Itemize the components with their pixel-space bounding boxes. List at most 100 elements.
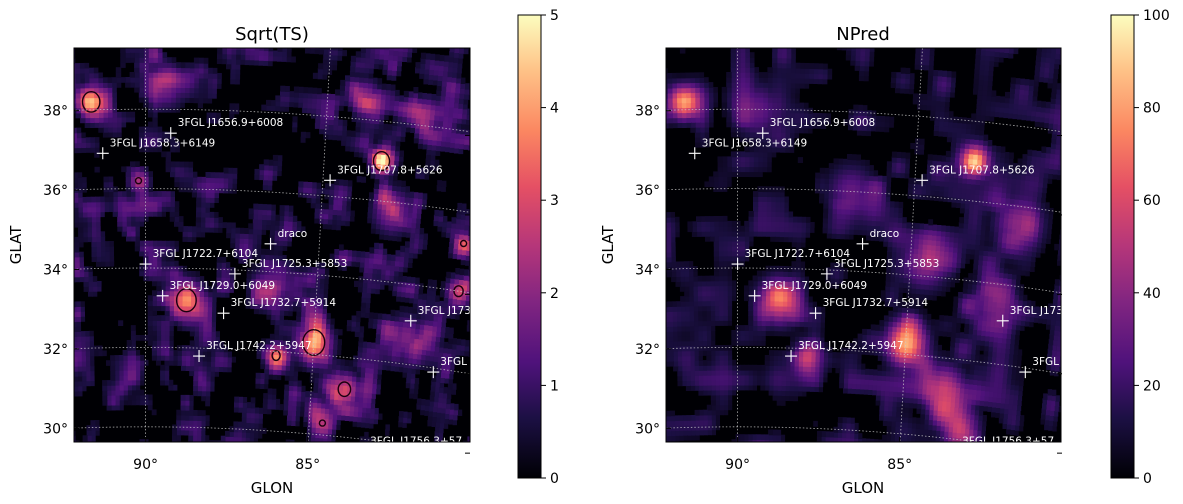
heatmap-pixel xyxy=(488,132,493,138)
heatmap-pixel xyxy=(80,331,86,337)
heatmap-pixel xyxy=(423,128,429,135)
heatmap-pixel xyxy=(151,325,157,331)
heatmap-pixel xyxy=(386,254,392,261)
heatmap-pixel xyxy=(444,100,450,107)
heatmap-pixel xyxy=(287,320,293,327)
heatmap-pixel xyxy=(93,87,99,94)
heatmap-pixel xyxy=(420,308,426,315)
heatmap-pixel xyxy=(322,68,328,75)
heatmap-pixel xyxy=(317,322,322,329)
heatmap-pixel xyxy=(310,286,316,293)
heatmap-pixel xyxy=(306,107,312,114)
heatmap-pixel xyxy=(423,329,428,336)
heatmap-pixel xyxy=(318,302,323,309)
heatmap-pixel xyxy=(363,447,368,453)
heatmap-pixel xyxy=(438,115,444,122)
heatmap-pixel xyxy=(111,97,117,103)
heatmap-pixel xyxy=(375,48,381,50)
heatmap-pixel xyxy=(401,225,407,233)
heatmap-pixel xyxy=(181,365,186,371)
heatmap-pixel xyxy=(108,181,114,188)
heatmap-pixel xyxy=(227,172,233,179)
heatmap-pixel xyxy=(138,86,145,93)
heatmap-pixel xyxy=(238,401,243,408)
heatmap-pixel xyxy=(320,337,326,344)
heatmap-pixel xyxy=(224,435,230,442)
heatmap-pixel xyxy=(212,440,218,442)
heatmap-pixel xyxy=(277,364,282,371)
heatmap-pixel xyxy=(310,281,316,288)
heatmap-pixel xyxy=(417,247,423,255)
heatmap-pixel xyxy=(436,366,442,373)
heatmap-pixel xyxy=(281,359,287,366)
heatmap-pixel xyxy=(61,83,66,89)
heatmap-pixel xyxy=(327,363,332,370)
heatmap-pixel xyxy=(81,380,87,387)
heatmap-pixel xyxy=(334,383,339,390)
heatmap-pixel xyxy=(376,273,381,280)
heatmap-pixel xyxy=(270,214,276,221)
heatmap-pixel xyxy=(120,52,126,58)
heatmap-pixel xyxy=(283,225,289,232)
heatmap-pixel xyxy=(323,53,329,60)
heatmap-pixel xyxy=(156,126,163,133)
heatmap-pixel xyxy=(120,48,126,53)
heatmap-pixel xyxy=(77,221,84,228)
heatmap-pixel xyxy=(243,242,249,249)
heatmap-pixel xyxy=(437,356,443,363)
heatmap-pixel xyxy=(216,281,222,288)
heatmap-pixel xyxy=(310,202,316,209)
heatmap-pixel xyxy=(468,265,470,272)
heatmap-pixel xyxy=(152,101,158,108)
heatmap-pixel xyxy=(122,359,128,366)
heatmap-pixel xyxy=(161,136,167,143)
heatmap-pixel xyxy=(451,217,457,224)
heatmap-pixel xyxy=(314,441,319,442)
heatmap-pixel xyxy=(161,77,167,83)
heatmap-pixel xyxy=(152,250,158,257)
heatmap-pixel xyxy=(130,171,136,177)
heatmap-pixel xyxy=(160,340,166,346)
heatmap-pixel xyxy=(77,212,83,218)
heatmap-pixel xyxy=(275,309,280,316)
heatmap-pixel xyxy=(152,201,158,207)
heatmap-pixel xyxy=(286,48,292,53)
heatmap-pixel xyxy=(480,242,485,248)
heatmap-pixel xyxy=(434,104,440,111)
heatmap-pixel xyxy=(428,128,434,136)
heatmap-pixel xyxy=(319,277,325,284)
heatmap-pixel xyxy=(498,123,503,129)
heatmap-pixel xyxy=(446,221,452,228)
heatmap-pixel xyxy=(179,77,186,83)
heatmap-pixel xyxy=(1075,297,1080,304)
heatmap-pixel xyxy=(431,375,437,382)
heatmap-pixel xyxy=(407,316,412,324)
heatmap-pixel xyxy=(203,296,209,302)
heatmap-pixel xyxy=(413,297,418,304)
heatmap-pixel xyxy=(348,365,353,372)
heatmap-pixel xyxy=(121,196,127,202)
heatmap-pixel xyxy=(75,301,81,307)
heatmap-pixel xyxy=(337,199,343,206)
heatmap-pixel xyxy=(426,344,431,351)
heatmap-pixel xyxy=(138,96,145,103)
heatmap-pixel xyxy=(76,331,82,337)
heatmap-pixel xyxy=(196,410,202,416)
heatmap-pixel xyxy=(205,395,211,402)
heatmap-pixel xyxy=(444,417,449,424)
heatmap-pixel xyxy=(160,260,166,267)
heatmap-pixel xyxy=(118,360,124,366)
heatmap-pixel xyxy=(258,169,264,176)
heatmap-pixel xyxy=(1097,99,1102,106)
heatmap-pixel xyxy=(461,339,466,346)
heatmap-pixel xyxy=(347,320,352,327)
heatmap-pixel xyxy=(198,325,204,332)
heatmap-pixel xyxy=(441,80,447,87)
heatmap-pixel xyxy=(380,268,386,275)
heatmap-pixel xyxy=(315,187,321,194)
heatmap-pixel xyxy=(90,206,97,213)
heatmap-pixel xyxy=(74,321,77,327)
heatmap-pixel xyxy=(440,376,445,383)
heatmap-pixel xyxy=(442,356,447,364)
heatmap-pixel xyxy=(227,177,233,184)
